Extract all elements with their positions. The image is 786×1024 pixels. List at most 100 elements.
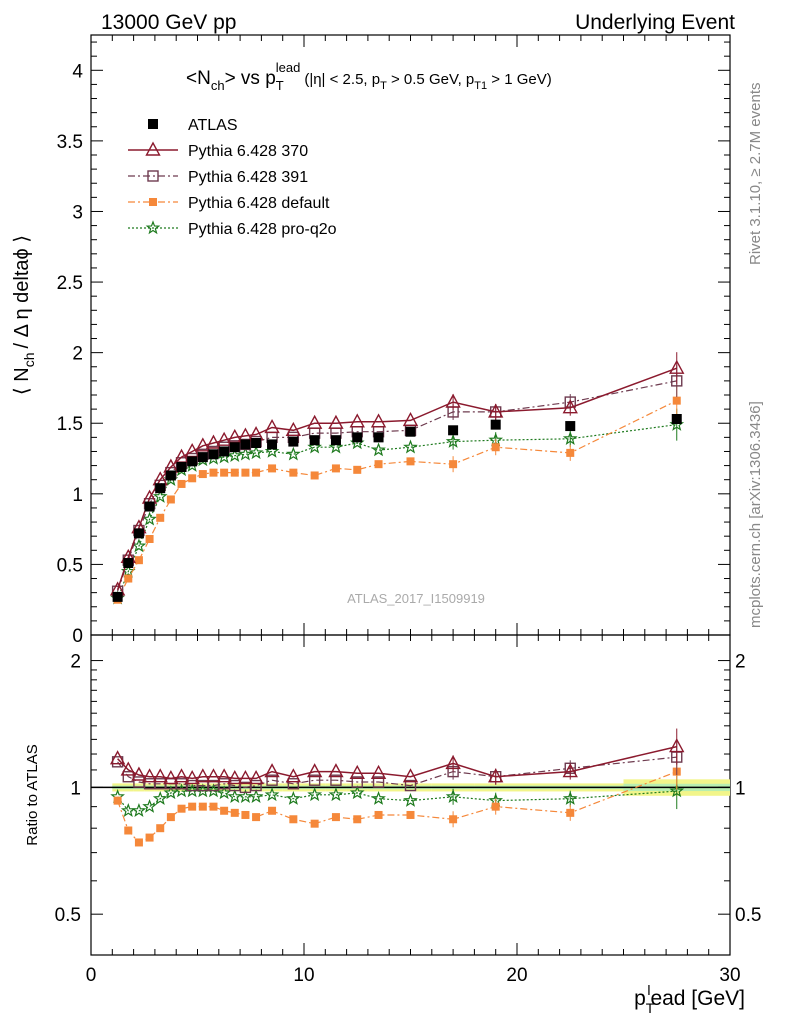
data-point bbox=[238, 446, 253, 461]
series-line bbox=[117, 380, 677, 592]
series-main-4 bbox=[110, 408, 685, 605]
data-point bbox=[374, 460, 383, 469]
data-point bbox=[566, 448, 575, 457]
analysis-watermark: ATLAS_2017_I1509919 bbox=[347, 591, 485, 606]
x-axis-label: pTlead [GeV] bbox=[634, 982, 745, 1016]
data-point bbox=[406, 457, 415, 466]
ratio-point bbox=[205, 768, 222, 783]
data-point bbox=[268, 464, 277, 473]
main-series-group bbox=[109, 352, 685, 605]
main-plot-frame bbox=[90, 34, 731, 636]
data-point bbox=[216, 431, 232, 446]
ratio-point bbox=[349, 764, 365, 779]
legend-entry: Pythia 6.428 pro-q2o bbox=[128, 220, 337, 238]
header-right: Underlying Event bbox=[575, 11, 735, 34]
ratio-point bbox=[237, 769, 254, 785]
legend-label: Pythia 6.428 pro-q2o bbox=[188, 221, 337, 238]
data-point bbox=[488, 403, 504, 418]
data-point bbox=[286, 446, 301, 461]
data-point bbox=[331, 464, 340, 473]
data-point bbox=[220, 468, 229, 477]
data-point bbox=[328, 414, 344, 429]
legend-label: Pythia 6.428 370 bbox=[188, 143, 308, 160]
data-point bbox=[562, 399, 578, 414]
data-point bbox=[155, 483, 166, 494]
ratio-line bbox=[117, 790, 677, 812]
ratio-point bbox=[184, 769, 200, 785]
ratio-point bbox=[445, 754, 461, 770]
ratio-point bbox=[488, 768, 504, 783]
header-left: 13000 GeV pp bbox=[101, 11, 236, 34]
legend-label: Pythia 6.428 default bbox=[188, 195, 330, 212]
legend-entry: Pythia 6.428 default bbox=[128, 195, 330, 212]
ratio-point bbox=[227, 769, 243, 785]
ratio-point bbox=[220, 806, 229, 815]
legend-marker bbox=[148, 119, 158, 129]
data-point bbox=[288, 436, 299, 447]
data-point bbox=[144, 501, 155, 512]
ratio-line bbox=[117, 745, 677, 780]
ratio-point bbox=[163, 785, 179, 800]
ratio-point bbox=[566, 808, 575, 817]
data-point bbox=[156, 513, 165, 522]
data-point bbox=[240, 439, 251, 450]
ratio-point bbox=[142, 798, 157, 813]
data-point bbox=[166, 495, 175, 504]
ratio-point bbox=[370, 764, 387, 779]
data-point bbox=[241, 468, 250, 477]
data-point bbox=[134, 556, 143, 565]
ratio-point bbox=[120, 761, 136, 776]
ratio-point bbox=[449, 815, 458, 824]
data-point bbox=[403, 439, 418, 454]
y-tick-label-ratio: 1 bbox=[70, 778, 81, 799]
ratio-line bbox=[117, 756, 677, 789]
data-point bbox=[445, 393, 461, 408]
y-tick-label-main: 4 bbox=[72, 61, 83, 82]
ratio-point bbox=[285, 768, 302, 783]
series-main-1 bbox=[109, 352, 685, 596]
data-point bbox=[289, 468, 298, 477]
ratio-point bbox=[491, 802, 500, 811]
data-point bbox=[490, 419, 501, 430]
ratio-point bbox=[131, 803, 147, 817]
data-point bbox=[353, 465, 362, 474]
ratio-point bbox=[286, 790, 301, 805]
y-tick-label-main: 3.5 bbox=[57, 132, 83, 153]
ratio-axis-ticks: 0.5 0.5 1 1 2 2 bbox=[55, 652, 762, 927]
ratio-point bbox=[406, 810, 415, 819]
data-point bbox=[565, 421, 576, 432]
series-main-0 bbox=[112, 414, 682, 602]
data-point bbox=[123, 558, 134, 568]
data-point bbox=[371, 442, 386, 457]
data-point bbox=[197, 452, 208, 463]
series-main-3 bbox=[113, 384, 681, 604]
x-tick-label: 20 bbox=[506, 965, 527, 986]
ratio-point bbox=[124, 826, 133, 835]
data-point bbox=[124, 574, 133, 583]
ratio-point bbox=[289, 815, 298, 824]
data-point bbox=[209, 468, 218, 477]
data-point bbox=[669, 359, 685, 374]
ratio-point bbox=[349, 785, 365, 800]
ratio-point bbox=[328, 787, 344, 802]
ratio-point bbox=[216, 768, 232, 783]
ratio-point bbox=[241, 810, 250, 819]
ratio-point bbox=[195, 768, 211, 783]
ratio-point bbox=[310, 819, 319, 828]
data-point bbox=[307, 439, 322, 454]
data-point bbox=[285, 421, 302, 436]
data-point bbox=[219, 446, 230, 457]
ratio-point bbox=[266, 774, 278, 786]
y-tick-label-ratio-right: 1 bbox=[735, 778, 746, 799]
y-tick-label-ratio: 0.5 bbox=[55, 905, 81, 926]
legend-marker bbox=[145, 220, 161, 235]
data-point bbox=[176, 462, 187, 472]
ratio-point bbox=[250, 779, 262, 792]
x-tick-label: 30 bbox=[719, 965, 740, 986]
x-axis-ticks: 0 10 20 30 bbox=[86, 35, 741, 986]
data-point bbox=[373, 432, 384, 443]
data-point bbox=[370, 413, 387, 428]
data-point bbox=[309, 435, 320, 446]
data-point bbox=[195, 437, 211, 452]
data-point bbox=[448, 425, 459, 436]
